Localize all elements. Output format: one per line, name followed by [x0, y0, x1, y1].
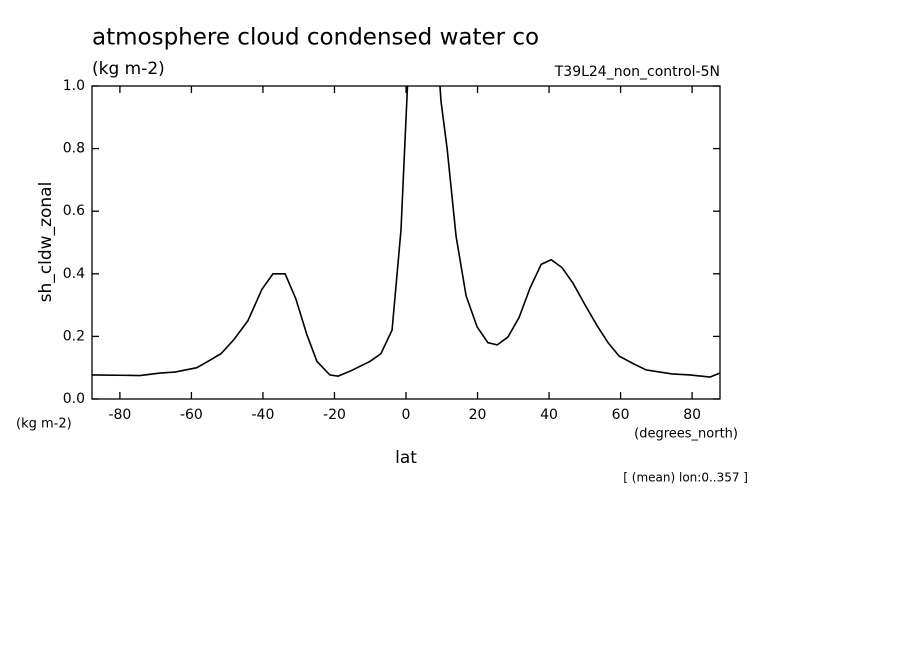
footnote: [ (mean) lon:0..357 ] [623, 471, 748, 485]
y-axis-label: sh_cldw_zonal [36, 182, 56, 303]
x-tick-label: 0 [402, 407, 411, 423]
y-tick-label: 0.0 [63, 391, 85, 407]
y-tick-label: 0.2 [63, 328, 85, 344]
data-line [92, 86, 720, 378]
x-axis-label: lat [395, 448, 417, 468]
x-tick-label: -80 [108, 407, 131, 423]
y-tick-label: 0.4 [63, 266, 85, 282]
chart-subtitle: (kg m-2) [92, 59, 165, 79]
annotation: T39L24_non_control-5N [554, 64, 720, 80]
x-tick-label: -40 [252, 407, 275, 423]
x-tick-label: -60 [180, 407, 203, 423]
x-tick-label: 60 [612, 407, 630, 423]
x-tick-label: 80 [683, 407, 701, 423]
y-units: (kg m-2) [16, 417, 72, 432]
y-tick-label: 0.6 [63, 203, 85, 219]
x-units: (degrees_north) [634, 427, 738, 442]
chart-title: atmosphere cloud condensed water co [92, 25, 539, 51]
x-tick-label: 40 [540, 407, 558, 423]
x-tick-label: -20 [323, 407, 346, 423]
x-tick-label: 20 [469, 407, 487, 423]
y-tick-label: 1.0 [63, 78, 85, 94]
y-tick-label: 0.8 [63, 141, 85, 157]
